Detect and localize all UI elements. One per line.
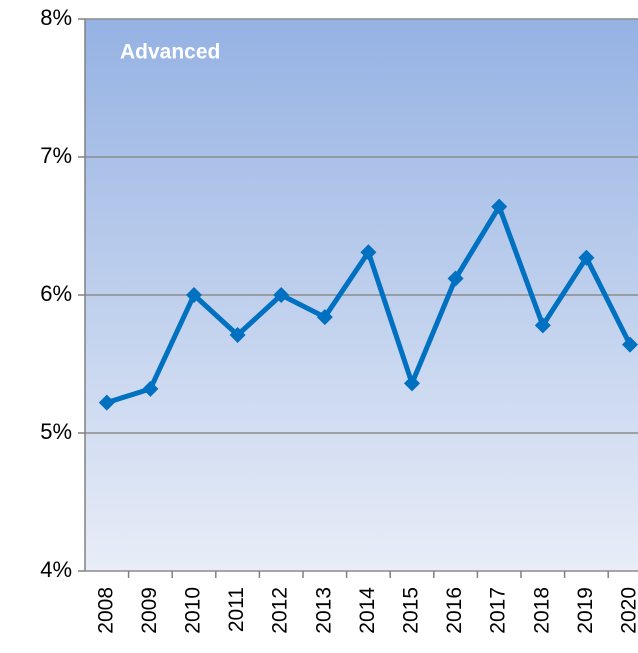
marker [142,380,159,397]
x-tick-label: 2014 [356,587,379,634]
marker [622,336,638,353]
marker [578,249,595,266]
y-tick-label: 6% [40,281,72,306]
y-tick-label: 7% [40,143,72,168]
marker [98,394,115,411]
x-tick-label: 2019 [574,587,597,634]
x-tick-label: 2018 [530,587,553,634]
marker [316,309,333,326]
annotation: Advanced [120,41,220,64]
x-tick-label: 2013 [312,587,335,634]
x-tick-label: 2010 [182,587,205,634]
marker [273,287,290,303]
x-tick-label: 2011 [225,587,248,632]
y-tick-label: 5% [40,419,72,444]
y-tick-label: 4% [40,557,72,582]
marker [534,317,551,334]
y-tick-label: 8% [40,5,72,30]
x-tick-label: 2020 [618,587,638,634]
x-tick-label: 2017 [487,587,510,634]
marker [229,327,246,344]
x-tick-label: 2015 [400,587,423,634]
marker [447,270,464,287]
x-tick-label: 2012 [269,587,292,634]
marker [491,198,508,215]
marker [404,375,420,392]
marker [186,287,202,303]
x-tick-label: 2008 [94,587,117,634]
x-tick-label: 2016 [443,587,466,634]
x-tick-label: 2009 [138,587,161,634]
marker [360,244,377,261]
